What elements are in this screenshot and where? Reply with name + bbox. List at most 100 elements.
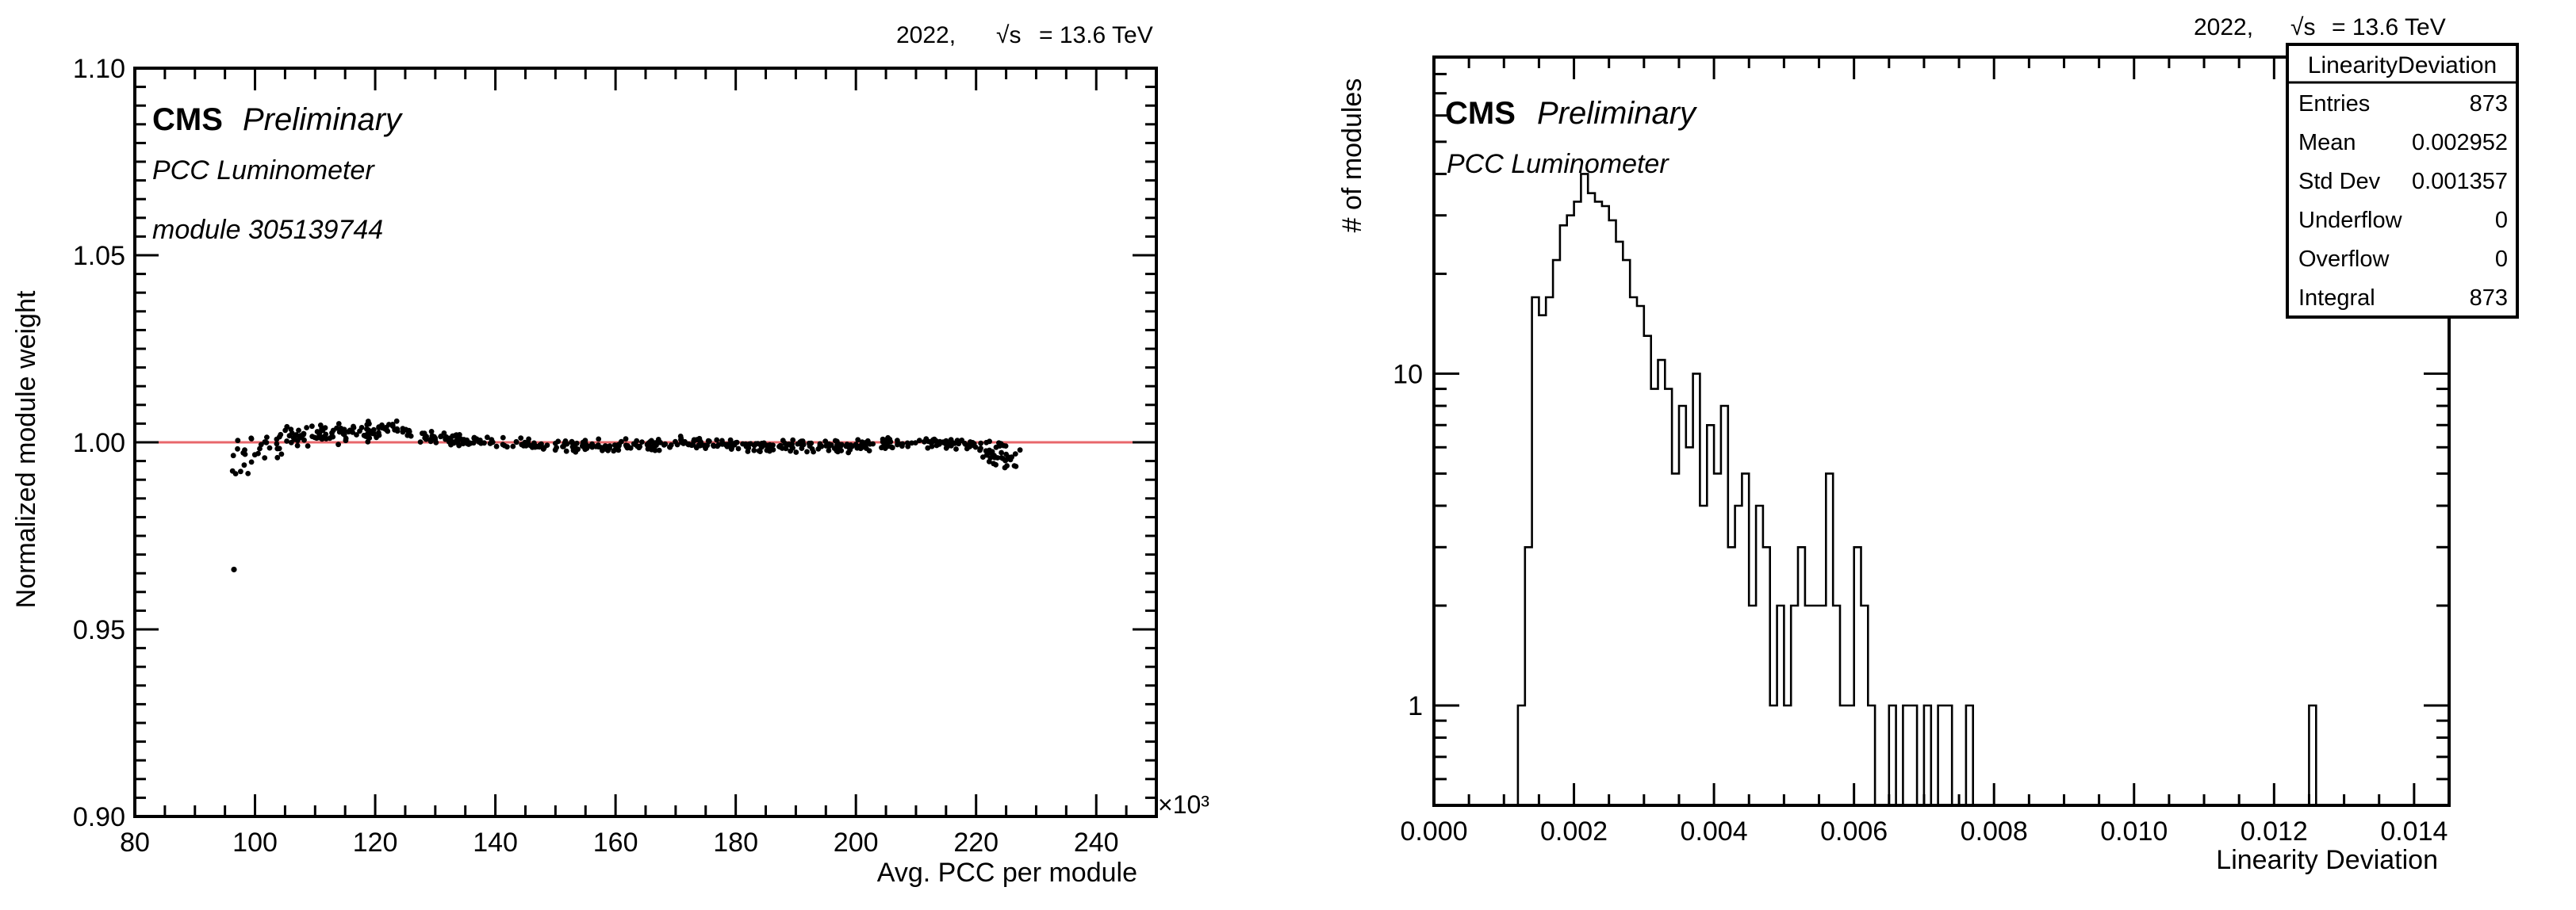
outlier-point: [231, 566, 237, 573]
stats-box: LinearityDeviation Entries 873 Mean 0.00295…: [2286, 43, 2519, 319]
data-point: [925, 445, 931, 451]
x-tick-label: 0.004: [1681, 816, 1748, 847]
data-point: [456, 442, 462, 449]
data-point: [341, 426, 347, 433]
x-tick-label: 0.002: [1540, 816, 1608, 847]
data-point: [634, 438, 640, 444]
data-point: [376, 430, 381, 436]
data-point: [999, 455, 1005, 461]
data-point: [795, 441, 801, 447]
data-point: [317, 422, 324, 428]
data-point: [370, 430, 375, 437]
data-point: [685, 441, 692, 447]
data-point: [297, 435, 303, 441]
data-point: [289, 430, 295, 436]
data-point: [788, 442, 795, 448]
data-point: [727, 444, 734, 450]
data-point: [408, 433, 414, 439]
x-tick-label: 120: [353, 828, 398, 858]
data-point: [962, 440, 968, 446]
data-point: [735, 445, 742, 452]
data-point: [245, 471, 251, 476]
data-point: [916, 438, 922, 444]
data-point: [403, 426, 409, 433]
data-point: [376, 424, 382, 430]
data-point: [284, 438, 289, 444]
data-point: [589, 444, 595, 449]
data-point: [519, 442, 525, 448]
stats-row-value: 0.001357: [2412, 169, 2508, 194]
data-point: [706, 438, 712, 445]
data-point: [946, 441, 953, 447]
data-point: [309, 434, 316, 439]
data-point: [673, 438, 678, 445]
x-tick-label: 140: [473, 828, 518, 858]
data-point: [534, 444, 540, 449]
data-point: [883, 437, 888, 443]
y-tick-label: 1.00: [73, 428, 125, 458]
data-point: [309, 423, 315, 430]
stats-row-label: Entries: [2298, 91, 2370, 117]
data-point: [746, 441, 752, 447]
data-point: [313, 435, 320, 442]
data-point: [230, 453, 236, 459]
left-energy-value: = 13.6 TeV: [1039, 22, 1153, 48]
data-point: [385, 428, 391, 434]
data-point: [354, 432, 359, 438]
data-point: [330, 427, 336, 434]
data-point: [811, 449, 816, 455]
data-point: [290, 435, 297, 441]
data-point: [711, 442, 716, 449]
data-point: [365, 439, 371, 445]
data-point: [343, 438, 349, 444]
data-point: [909, 440, 914, 446]
data-point: [943, 445, 949, 451]
data-point: [691, 438, 697, 445]
data-point: [930, 437, 937, 443]
data-point: [656, 447, 662, 453]
data-point: [1009, 454, 1014, 460]
data-point: [804, 449, 810, 455]
data-point: [562, 438, 569, 444]
y-tick-label: 0.90: [73, 802, 125, 832]
data-point: [978, 440, 984, 446]
data-point: [563, 448, 569, 454]
data-point: [1003, 451, 1009, 457]
y-tick-label: 0.95: [73, 615, 125, 645]
data-point: [319, 436, 325, 442]
data-point: [922, 438, 927, 445]
data-point: [438, 433, 444, 439]
left-sqrt-symbol: √s: [996, 22, 1021, 48]
data-point: [834, 442, 840, 448]
data-point: [627, 445, 634, 451]
data-point: [366, 427, 371, 433]
data-point: [251, 452, 258, 458]
y-tick-label: 1: [1408, 691, 1423, 721]
data-point: [229, 468, 236, 474]
left-x-axis-label: Avg. PCC per module: [877, 858, 1137, 888]
data-point: [242, 447, 247, 453]
x-tick-label: 220: [953, 828, 999, 858]
data-point: [284, 423, 290, 430]
data-point: [569, 438, 575, 445]
data-point: [986, 458, 992, 465]
left-sqrt-s: √s: [996, 22, 1021, 48]
data-point: [784, 442, 790, 449]
data-point: [335, 442, 341, 448]
right-y-axis-label: # of modules: [1337, 78, 1367, 233]
data-point: [966, 442, 972, 449]
data-point: [600, 447, 605, 453]
data-point: [274, 441, 280, 447]
data-point: [500, 434, 506, 441]
data-point: [1000, 442, 1006, 449]
data-point: [301, 437, 307, 443]
x-tick-label: 180: [713, 828, 758, 858]
data-point: [582, 438, 588, 444]
data-point: [327, 435, 333, 442]
data-point: [461, 437, 467, 442]
data-point: [258, 442, 264, 448]
data-point: [394, 426, 400, 432]
data-point: [238, 468, 243, 475]
data-point: [582, 446, 588, 453]
data-point: [527, 442, 534, 449]
